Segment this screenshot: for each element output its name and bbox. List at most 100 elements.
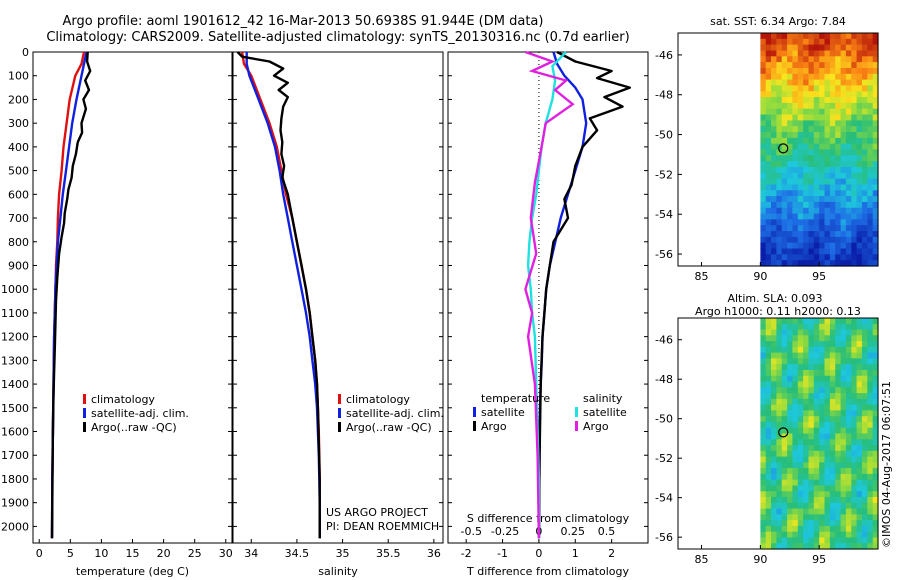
sla_map-cell <box>851 525 858 533</box>
sst_map-cell <box>808 201 815 209</box>
sla_map-cell <box>765 485 772 492</box>
sla_map-cell <box>803 421 809 429</box>
sst_map-cell <box>803 91 809 98</box>
sst_map-cell <box>787 207 793 215</box>
sst_map-cell <box>787 254 793 261</box>
sla_map-cell <box>867 485 874 492</box>
sla_map-cell <box>813 398 820 406</box>
sla_map-cell <box>851 543 858 550</box>
sla_map-cell <box>851 346 858 354</box>
sla_map-cell <box>819 514 826 521</box>
sst_map-cell <box>835 184 842 191</box>
sst_map-cell <box>845 44 852 51</box>
sla_map-cell <box>829 520 836 527</box>
sst_map-cell <box>792 242 799 250</box>
sla_map-cell <box>813 416 820 423</box>
sst_map-cell <box>845 137 852 145</box>
sla_map-cell <box>862 537 868 544</box>
sst_map-cell <box>824 184 831 191</box>
sla_map-cell <box>813 358 820 365</box>
sst_map-cell <box>862 97 868 104</box>
sst_map-cell <box>787 97 793 104</box>
sst_map-cell <box>845 236 852 244</box>
sla_map-cell <box>824 525 831 533</box>
sla_map-cell <box>808 502 815 510</box>
sla_map-xtick-label: 95 <box>812 553 826 566</box>
sst_map-cell <box>867 102 874 110</box>
sst_map-cell <box>803 242 809 250</box>
sla_map-cell <box>851 393 858 400</box>
sla_map-cell <box>851 537 858 544</box>
sla_map-cell <box>803 543 809 550</box>
sst_map-cell <box>862 126 868 133</box>
sla_map-cell <box>776 421 783 429</box>
sst_map-cell <box>765 143 772 151</box>
sla_map-cell <box>829 508 836 515</box>
sst_map-cell <box>760 143 767 151</box>
sst_map-cell <box>792 97 799 104</box>
sst_map-cell <box>856 196 863 203</box>
sst_map-cell <box>819 190 826 197</box>
sst_map-cell <box>781 219 788 226</box>
differences-xtick-label: -1 <box>497 547 508 560</box>
sst_map-cell <box>813 33 820 40</box>
sla_map-cell <box>856 525 863 533</box>
diff-sal-legend-label: satellite <box>583 406 627 419</box>
sst_map-cell <box>835 50 842 57</box>
sla_map-cell <box>840 416 847 423</box>
sla_map-cell <box>808 456 815 463</box>
sst_map-cell <box>803 38 809 46</box>
sst_map-cell <box>829 207 836 215</box>
sst_map-frame <box>677 32 879 267</box>
sla_map-cell <box>776 543 783 550</box>
sst_map-cell <box>824 236 831 244</box>
sla_map-cell <box>771 485 777 492</box>
sst_map-cell <box>851 219 858 226</box>
sla_map-cell <box>867 497 874 504</box>
sst_map-cell <box>781 155 788 162</box>
sla_map-cell <box>872 346 879 354</box>
sst_map-cell <box>829 102 836 110</box>
sst_map-cell <box>813 190 820 197</box>
sla_map-cell <box>819 318 826 325</box>
sla_map-cell <box>856 514 863 521</box>
sst_map-cell <box>819 184 826 191</box>
sla_map-cell <box>872 543 879 550</box>
sst_map-cell <box>840 97 847 104</box>
sst_map-cell <box>829 126 836 133</box>
sla_map-cell <box>829 525 836 533</box>
sst_map-cell <box>781 254 788 261</box>
sla_map-cell <box>845 335 852 342</box>
sla_map-cell <box>776 479 783 487</box>
sst_map-cell <box>867 219 874 226</box>
sst_map-cell <box>835 68 842 75</box>
sst_map-cell <box>862 120 868 127</box>
sla_map-cell <box>771 543 777 550</box>
sst_map-cell <box>808 137 815 145</box>
sst_map-cell <box>862 213 868 220</box>
sla_map-cell <box>829 329 836 336</box>
sla_map-cell <box>787 335 793 342</box>
sst_map-cell <box>819 56 826 63</box>
sla_map-cell <box>765 456 772 463</box>
sst_map-cell <box>803 155 809 162</box>
sst_map-cell <box>808 120 815 127</box>
sst_map-cell <box>787 44 793 51</box>
sla_map-cell <box>808 341 815 348</box>
sla_map-cell <box>797 375 804 383</box>
sla_map-cell <box>845 445 852 452</box>
salinity-frame <box>232 51 444 544</box>
sla_map-cell <box>792 543 799 550</box>
sla_map-cell <box>776 520 783 527</box>
sst_map-cell <box>771 91 777 98</box>
sst_map-cell <box>771 79 777 86</box>
sla_map-cell <box>808 398 815 406</box>
sst_map-cell <box>792 137 799 145</box>
sst_map-cell <box>867 213 874 220</box>
sla_map-cell <box>787 543 793 550</box>
sst_map-cell <box>824 155 831 162</box>
sst_map-cell <box>867 236 874 244</box>
sla_map-cell <box>835 421 842 429</box>
sla_map-cell <box>872 514 879 521</box>
